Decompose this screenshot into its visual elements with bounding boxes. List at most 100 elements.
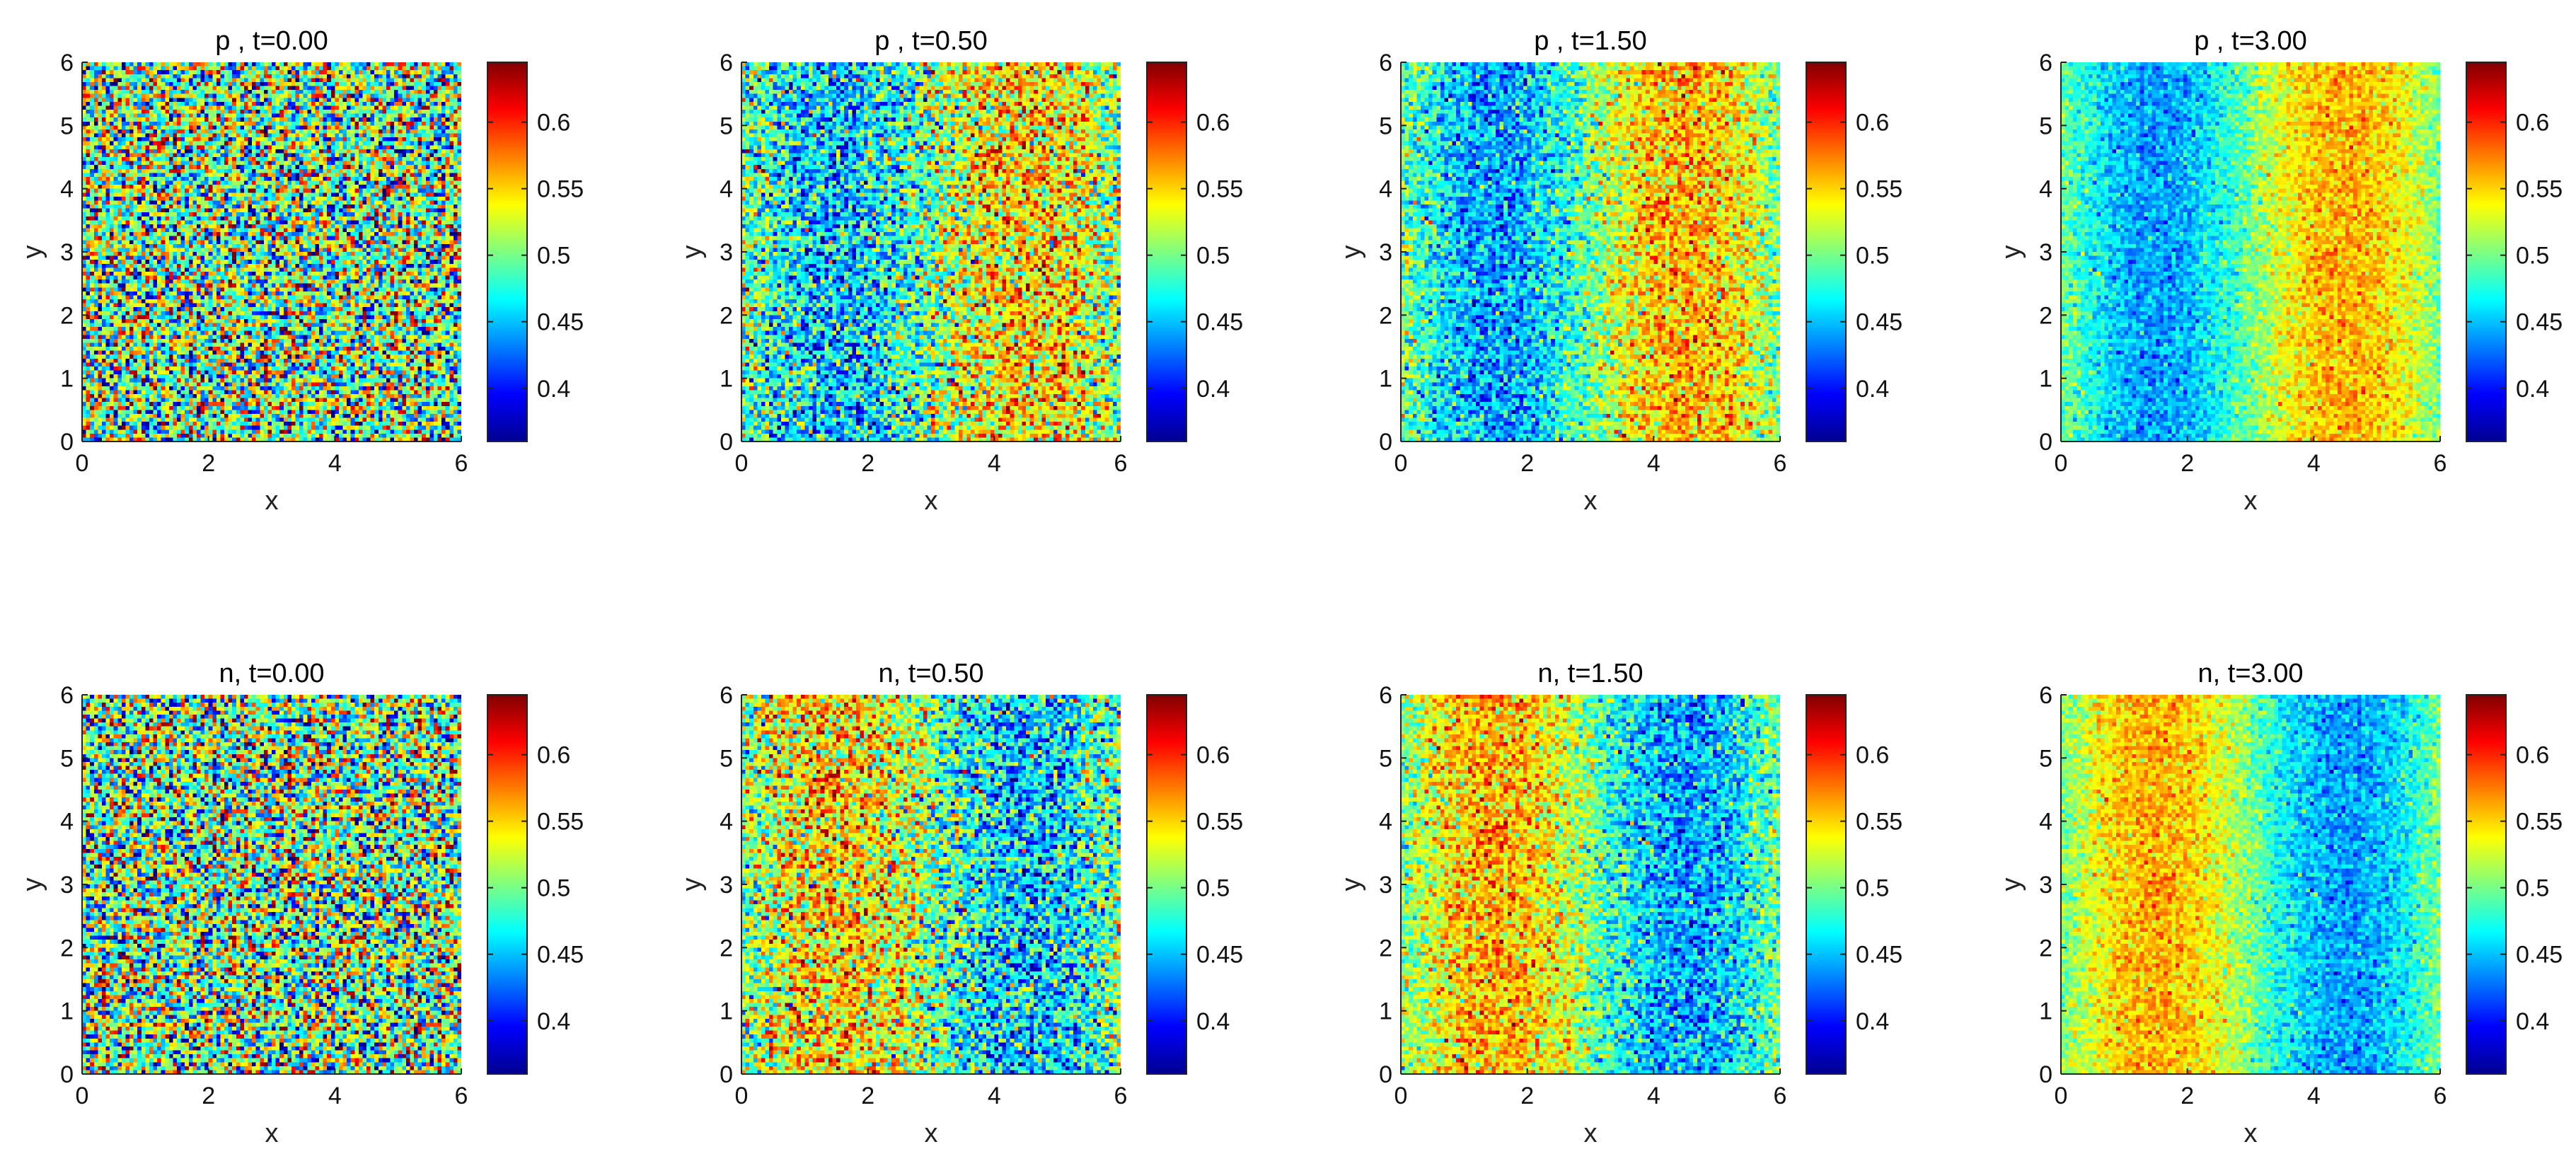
y-tick-label: 5 (720, 112, 733, 139)
y-tick-label: 3 (2039, 239, 2052, 266)
y-tick-label: 2 (2039, 302, 2052, 329)
colorbar (1806, 694, 1847, 1075)
y-tick-label: 5 (720, 745, 733, 772)
colorbar-tick-label: 0.6 (1856, 110, 1889, 137)
y-tick-label: 4 (2039, 809, 2052, 836)
panel-title: n, t=1.50 (1538, 659, 1644, 688)
y-tick-label: 3 (2039, 872, 2052, 899)
y-tick-label: 6 (720, 682, 733, 709)
colorbar-tick-label: 0.6 (2516, 110, 2549, 137)
colorbar-tick-label: 0.4 (1196, 1008, 1230, 1035)
y-tick-label: 2 (720, 935, 733, 962)
colorbar-tick-label: 0.45 (537, 309, 584, 336)
colorbar-tick-label: 0.55 (1196, 809, 1243, 836)
colorbar-tick-label: 0.6 (2516, 742, 2549, 769)
y-tick-label: 1 (60, 998, 74, 1025)
x-axis-label: x (1584, 1119, 1598, 1148)
colorbar-tick-label: 0.5 (1856, 875, 1889, 902)
y-tick-label: 6 (720, 50, 733, 76)
x-tick-label: 0 (1394, 1083, 1408, 1109)
colorbar (1806, 62, 1847, 442)
x-tick-label: 6 (1114, 450, 1128, 477)
x-tick-label: 4 (1647, 450, 1660, 477)
x-tick-label: 4 (1647, 1083, 1660, 1109)
y-tick-label: 1 (720, 366, 733, 393)
y-tick-label: 1 (1379, 998, 1392, 1025)
y-tick-label: 5 (60, 745, 74, 772)
panel-title: n, t=0.00 (219, 659, 325, 688)
x-axis-label: x (1584, 486, 1598, 516)
x-tick-label: 0 (2055, 1083, 2068, 1109)
x-axis-label: x (925, 486, 938, 516)
y-tick-label: 0 (720, 429, 733, 456)
colorbar-tick-label: 0.55 (1856, 176, 1902, 203)
colorbar-tick-label: 0.55 (537, 176, 584, 203)
colorbar-tick-label: 0.45 (2516, 942, 2563, 969)
y-tick-label: 0 (1379, 429, 1392, 456)
y-axis-label: y (1336, 246, 1366, 259)
x-tick-label: 0 (1394, 450, 1408, 477)
x-tick-label: 2 (1520, 450, 1534, 477)
panel-n-0: 0 2 4 6 0 1 2 3 4 5 6 n, t=0.00 x y 0.4 0.45 0.5 0.55 0.6 (18, 659, 584, 1148)
y-tick-label: 2 (2039, 935, 2052, 962)
colorbar-tick-label: 0.4 (2516, 376, 2549, 403)
colorbar-tick-label: 0.55 (2516, 809, 2563, 836)
x-tick-label: 2 (2181, 1083, 2194, 1109)
y-tick-label: 5 (1379, 112, 1392, 139)
colorbar-tick-label: 0.5 (1196, 875, 1230, 902)
x-tick-label: 6 (1774, 1083, 1787, 1109)
colorbar (1146, 62, 1187, 442)
colorbar-tick-label: 0.6 (537, 110, 570, 137)
y-tick-label: 2 (60, 302, 74, 329)
colorbar-tick-label: 0.5 (537, 243, 570, 270)
panel-n-1_5: 0 2 4 6 0 1 2 3 4 5 6 n, t=1.50 x y 0.4 0.45 0.5 0.55 0.6 (1336, 659, 1902, 1148)
heatmap-cells (1401, 695, 1780, 1074)
colorbar-tick-label: 0.6 (1196, 110, 1230, 137)
x-axis-label: x (265, 486, 279, 516)
panel-title: n, t=0.50 (879, 659, 984, 688)
y-tick-label: 5 (2039, 112, 2052, 139)
y-tick-label: 4 (60, 809, 74, 836)
y-tick-label: 5 (60, 112, 74, 139)
colorbar-tick-label: 0.55 (2516, 176, 2563, 203)
panel-p-0_5: 0 2 4 6 0 1 2 3 4 5 6 p , t=0.50 x y 0.4 0.45 0.5 0.55 0.6 (677, 26, 1243, 516)
x-tick-label: 0 (735, 450, 749, 477)
heatmap-cells (2061, 62, 2440, 441)
y-tick-label: 6 (60, 682, 74, 709)
y-tick-label: 1 (2039, 366, 2052, 393)
panel-n-3: 0 2 4 6 0 1 2 3 4 5 6 n, t=3.00 x y 0.4 0.45 0.5 0.55 0.6 (1997, 659, 2563, 1148)
x-tick-label: 0 (2055, 450, 2068, 477)
x-tick-label: 2 (202, 1083, 215, 1109)
y-tick-label: 3 (720, 872, 733, 899)
y-tick-label: 6 (1379, 682, 1392, 709)
y-axis-label: y (18, 878, 47, 891)
y-axis-label: y (1336, 878, 1366, 891)
colorbar-tick-label: 0.4 (1856, 376, 1889, 403)
y-tick-label: 6 (1379, 50, 1392, 76)
colorbar-tick-label: 0.5 (1856, 243, 1889, 270)
panel-n-0_5: 0 2 4 6 0 1 2 3 4 5 6 n, t=0.50 x y 0.4 0.45 0.5 0.55 0.6 (677, 659, 1243, 1148)
x-tick-label: 6 (455, 450, 468, 477)
y-tick-label: 0 (720, 1061, 733, 1088)
colorbar-tick-label: 0.5 (2516, 875, 2549, 902)
panel-title: p , t=3.00 (2194, 26, 2307, 56)
y-tick-label: 3 (1379, 239, 1392, 266)
x-tick-label: 4 (328, 1083, 342, 1109)
y-tick-label: 2 (720, 302, 733, 329)
colorbar (1146, 694, 1187, 1075)
x-tick-label: 4 (328, 450, 342, 477)
x-tick-label: 6 (2434, 1083, 2447, 1109)
y-tick-label: 2 (1379, 935, 1392, 962)
y-axis-label: y (18, 246, 47, 259)
y-axis-label: y (1997, 246, 2026, 259)
colorbar-tick-label: 0.4 (2516, 1008, 2549, 1035)
colorbar-tick-label: 0.6 (1196, 742, 1230, 769)
y-tick-label: 0 (2039, 1061, 2052, 1088)
x-axis-label: x (925, 1119, 938, 1148)
x-axis-label: x (265, 1119, 279, 1148)
heatmap-cells (741, 695, 1121, 1074)
panel-p-0: 0 2 4 6 0 1 2 3 4 5 6 p , t=0.00 x y 0.4 0.45 0.5 0.55 0.6 (18, 26, 584, 516)
panel-title: n, t=3.00 (2198, 659, 2304, 688)
y-tick-label: 0 (2039, 429, 2052, 456)
